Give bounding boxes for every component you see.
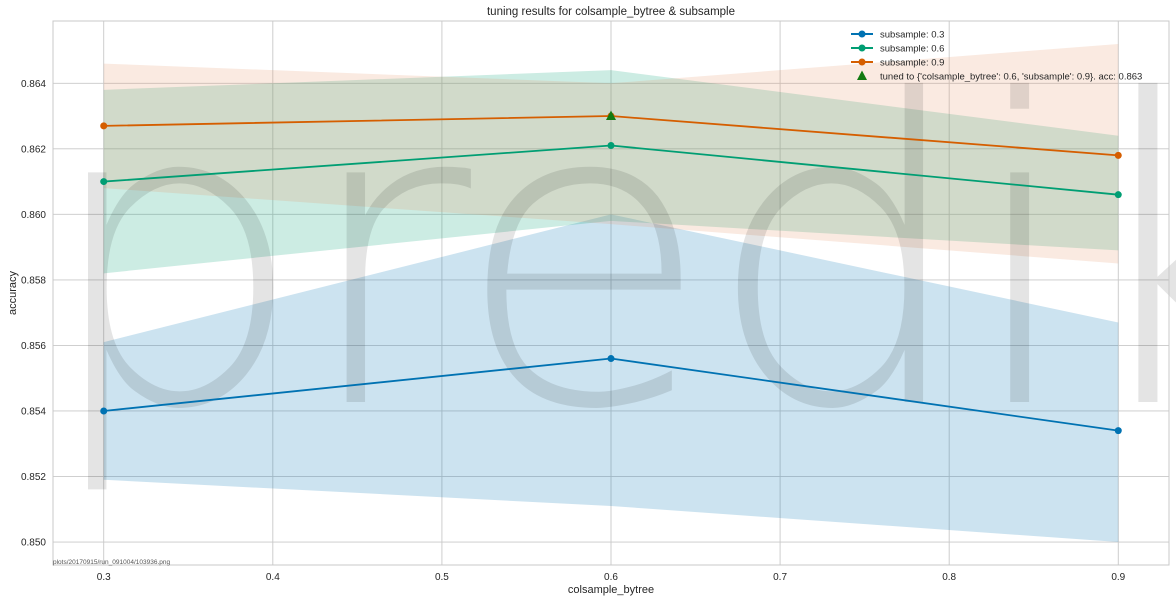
- band-subsample-0-9: [103, 43, 1119, 264]
- y-tick-labels: 0.850 0.852 0.854 0.856 0.858 0.860 0.862 0.864: [21, 79, 46, 549]
- y-tick-label: 0.852: [21, 472, 46, 483]
- x-tick-label: 0.8: [942, 572, 956, 583]
- point-subsample-0-6: [1114, 191, 1122, 199]
- legend-swatch-dot-subsample-0-3: [858, 30, 866, 38]
- chart-title: tuning results for colsample_bytree & su…: [487, 6, 735, 18]
- x-tick-label: 0.4: [266, 572, 280, 583]
- point-subsample-0-6: [607, 142, 615, 150]
- legend: subsample: 0.3 subsample: 0.6 subsample:…: [851, 30, 1142, 83]
- x-tick-label: 0.3: [97, 572, 111, 583]
- x-tick-label: 0.6: [604, 572, 618, 583]
- x-tick-labels: 0.3 0.4 0.5 0.6 0.7 0.8 0.9: [97, 572, 1126, 583]
- point-subsample-0-3: [1114, 427, 1122, 435]
- legend-label-subsample-0-3: subsample: 0.3: [880, 30, 944, 41]
- y-tick-label: 0.854: [21, 406, 46, 417]
- legend-label-subsample-0-6: subsample: 0.6: [880, 44, 944, 55]
- y-tick-label: 0.858: [21, 275, 46, 286]
- legend-swatch-dot-subsample-0-6: [858, 44, 866, 52]
- legend-label-subsample-0-9: subsample: 0.9: [880, 58, 944, 69]
- x-tick-label: 0.5: [435, 572, 449, 583]
- tuned-marker: [606, 110, 616, 121]
- y-tick-label: 0.864: [21, 79, 46, 90]
- y-tick-label: 0.862: [21, 144, 46, 155]
- legend-swatch-dot-subsample-0-9: [858, 58, 866, 66]
- y-tick-label: 0.860: [21, 210, 46, 221]
- x-tick-label: 0.9: [1111, 572, 1125, 583]
- x-axis-title: colsample_bytree: [568, 584, 654, 596]
- point-subsample-0-9: [100, 122, 108, 130]
- grid: [53, 21, 1169, 565]
- y-tick-label: 0.850: [21, 538, 46, 549]
- x-tick-label: 0.7: [773, 572, 787, 583]
- legend-swatch-tuned-marker: [857, 70, 867, 80]
- point-subsample-0-3: [607, 355, 615, 363]
- y-axis-title: accuracy: [7, 270, 19, 315]
- plot-frame: [52, 20, 1170, 566]
- legend-label-tuned: tuned to {'colsample_bytree': 0.6, 'subs…: [880, 72, 1142, 83]
- tuned-marker-group: [606, 110, 616, 121]
- point-subsample-0-6: [100, 178, 108, 186]
- point-subsample-0-3: [100, 407, 108, 415]
- band-subsample-0-3: [103, 214, 1119, 543]
- footer-path: plots/20170915/run_091004/103936.png: [53, 559, 170, 566]
- point-subsample-0-9: [1114, 151, 1122, 159]
- watermark: predikt.io: [40, 13, 1176, 502]
- y-tick-label: 0.856: [21, 341, 46, 352]
